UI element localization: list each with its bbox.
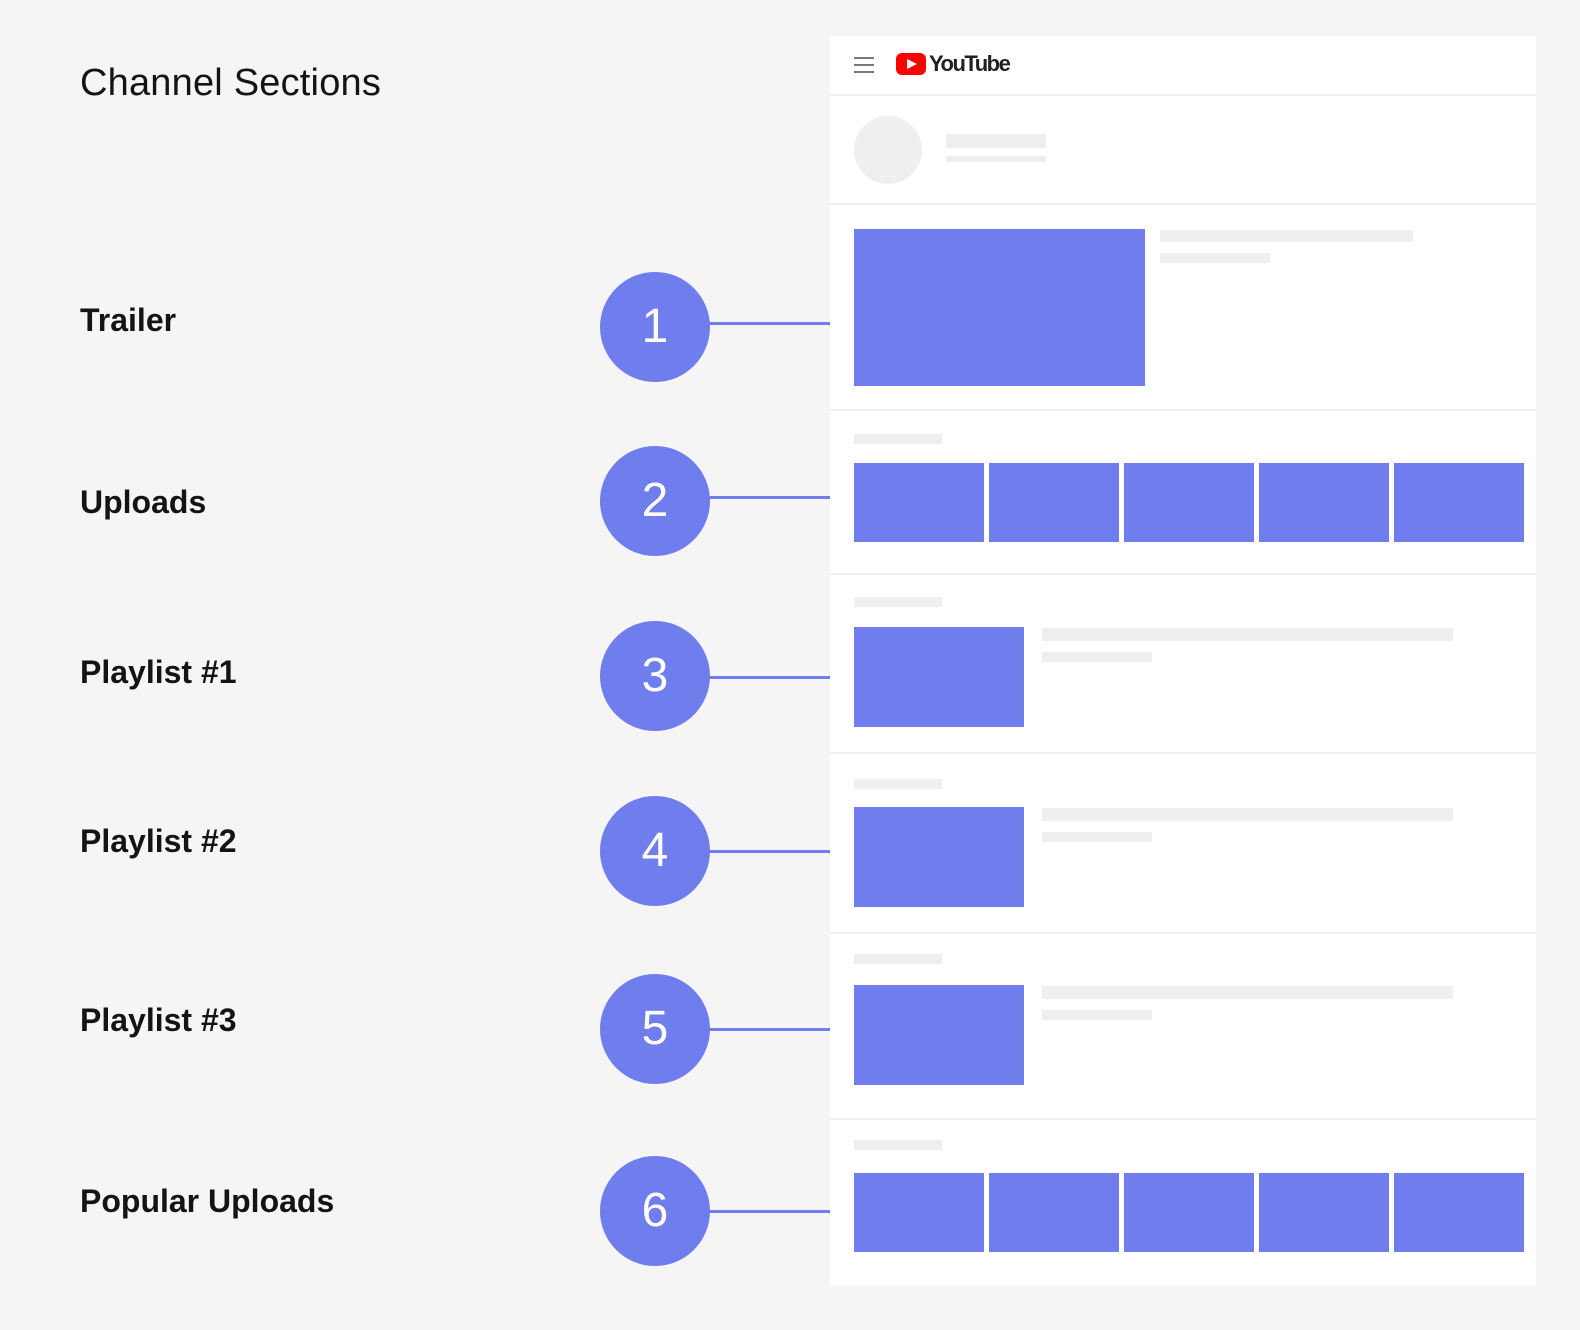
section-label-playlist-1: Playlist #1: [80, 654, 237, 690]
trailer-video-thumbnail[interactable]: [854, 229, 1145, 386]
mockup-header: YouTube: [830, 36, 1536, 96]
popular-upload-thumbnail[interactable]: [1124, 1173, 1254, 1252]
channel-avatar: [854, 116, 922, 184]
section-label-playlist-3: Playlist #3: [80, 1002, 237, 1038]
connector-line: [708, 676, 854, 679]
shelf-title-placeholder: [854, 434, 942, 444]
brand-wordmark: YouTube: [929, 51, 1011, 76]
playlist-thumbnail[interactable]: [854, 985, 1024, 1085]
connector-line: [708, 1210, 854, 1213]
section-number-marker: 3: [600, 621, 710, 731]
playlist-title-placeholder: [1042, 628, 1453, 641]
section-label-playlist-2: Playlist #2: [80, 823, 237, 859]
section-label-popular-uploads: Popular Uploads: [80, 1183, 335, 1219]
playlist-title-placeholder: [1042, 986, 1453, 999]
section-number-marker: 2: [600, 446, 710, 556]
channel-page-mockup: YouTube: [830, 36, 1536, 1286]
connector-line: [708, 322, 854, 325]
connector-line: [708, 496, 854, 499]
playlist-thumbnail[interactable]: [854, 627, 1024, 727]
playlist-meta-placeholder: [1042, 832, 1152, 842]
popular-upload-thumbnail[interactable]: [1394, 1173, 1524, 1252]
trailer-title-placeholder: [1160, 230, 1413, 242]
playlist-meta-placeholder: [1042, 1010, 1152, 1020]
connector-line: [708, 850, 854, 853]
popular-upload-thumbnail[interactable]: [1259, 1173, 1389, 1252]
page-title: Channel Sections: [80, 62, 382, 104]
section-divider: [830, 409, 1536, 411]
upload-thumbnail[interactable]: [1259, 463, 1389, 542]
popular-upload-thumbnail[interactable]: [989, 1173, 1119, 1252]
upload-thumbnail[interactable]: [989, 463, 1119, 542]
shelf-title-placeholder: [854, 954, 942, 964]
channel-name-placeholder: [946, 134, 1046, 148]
section-divider: [830, 573, 1536, 575]
section-divider: [830, 752, 1536, 754]
shelf-title-placeholder: [854, 1140, 942, 1150]
trailer-meta-placeholder: [1160, 253, 1270, 263]
section-number-marker: 5: [600, 974, 710, 1084]
section-number-marker: 6: [600, 1156, 710, 1266]
section-label-uploads: Uploads: [80, 484, 207, 520]
upload-thumbnail[interactable]: [854, 463, 984, 542]
upload-thumbnail[interactable]: [1124, 463, 1254, 542]
section-divider: [830, 1118, 1536, 1120]
channel-meta-placeholder: [946, 156, 1046, 162]
playlist-thumbnail[interactable]: [854, 807, 1024, 907]
hamburger-menu-icon[interactable]: [854, 57, 874, 73]
section-number-marker: 4: [600, 796, 710, 906]
shelf-title-placeholder: [854, 597, 942, 607]
section-divider: [830, 932, 1536, 934]
upload-thumbnail[interactable]: [1394, 463, 1524, 542]
playlist-title-placeholder: [1042, 808, 1453, 821]
playlist-meta-placeholder: [1042, 652, 1152, 662]
popular-upload-thumbnail[interactable]: [854, 1173, 984, 1252]
section-label-trailer: Trailer: [80, 302, 177, 338]
connector-line: [708, 1028, 854, 1031]
section-number-marker: 1: [600, 272, 710, 382]
shelf-title-placeholder: [854, 779, 942, 789]
section-divider: [830, 203, 1536, 205]
play-icon: [896, 53, 926, 75]
